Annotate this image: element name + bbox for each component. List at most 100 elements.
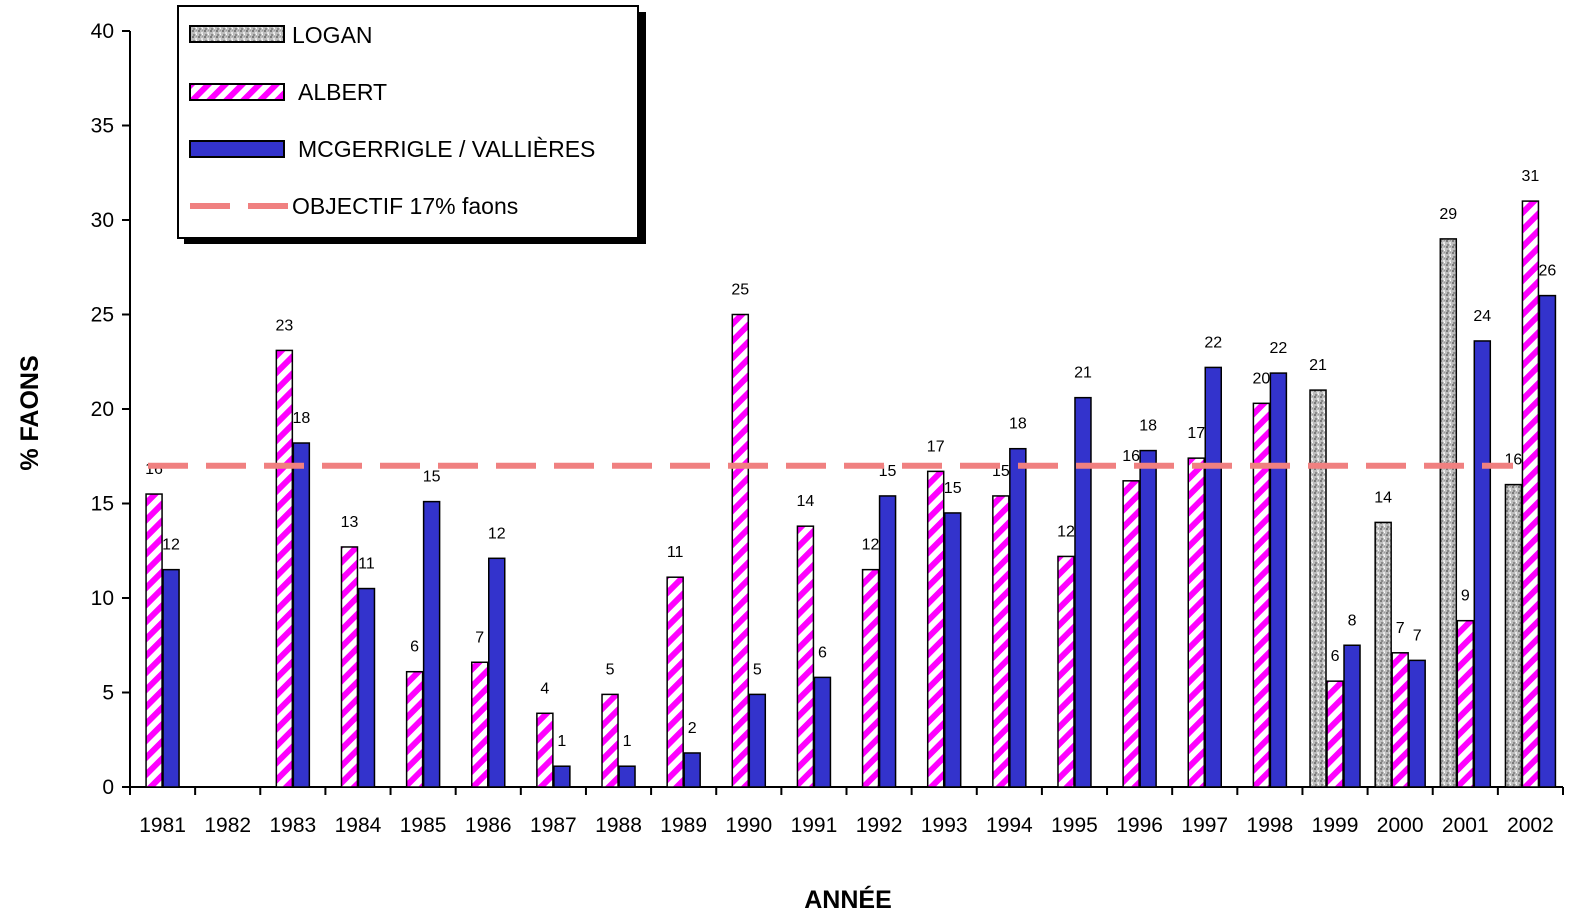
bar-albert xyxy=(796,525,815,788)
y-tick-label: 15 xyxy=(91,493,114,516)
y-tick-label: 20 xyxy=(91,398,114,421)
bar-logan xyxy=(1309,389,1327,788)
legend-box xyxy=(177,5,639,239)
data-label: 15 xyxy=(423,469,441,486)
bar-mcgerrigle xyxy=(878,495,897,788)
bar-albert xyxy=(340,546,359,788)
bar-mcgerrigle xyxy=(943,512,962,788)
data-label: 31 xyxy=(1522,168,1540,185)
x-tick-label: 1996 xyxy=(1116,814,1163,837)
legend-swatch-mcgerrigle xyxy=(189,140,285,158)
x-tick-label: 1987 xyxy=(530,814,577,837)
x-tick-label: 1986 xyxy=(465,814,512,837)
legend-label-albert: ALBERT xyxy=(298,79,387,105)
bar-albert xyxy=(992,495,1010,788)
bar-logan xyxy=(1504,483,1523,788)
data-label: 5 xyxy=(753,661,762,678)
x-tick-label: 1983 xyxy=(269,814,316,837)
data-label: 12 xyxy=(1057,523,1075,540)
data-label: 14 xyxy=(1374,489,1392,506)
bar-albert xyxy=(1252,402,1271,788)
bar-mcgerrigle xyxy=(553,765,571,788)
x-tick-label: 1995 xyxy=(1051,814,1098,837)
bar-albert xyxy=(536,712,554,788)
bar-mcgerrigle xyxy=(1269,372,1288,788)
data-label: 12 xyxy=(862,537,880,554)
x-tick-label: 2001 xyxy=(1442,814,1489,837)
x-tick-label: 1988 xyxy=(595,814,642,837)
data-label: 17 xyxy=(1187,425,1205,442)
data-label: 21 xyxy=(1074,365,1092,382)
bar-albert xyxy=(1187,457,1205,788)
data-label: 6 xyxy=(1331,648,1340,665)
bar-albert xyxy=(1456,619,1475,788)
bar-albert xyxy=(731,313,750,788)
data-label: 1 xyxy=(623,733,632,750)
data-label: 9 xyxy=(1461,588,1470,605)
bar-albert xyxy=(861,568,880,788)
data-label: 20 xyxy=(1252,370,1270,387)
data-label: 23 xyxy=(275,317,293,334)
x-tick-label: 1989 xyxy=(660,814,707,837)
x-tick-label: 1984 xyxy=(335,814,382,837)
bar-logan xyxy=(1439,238,1458,788)
x-axis-title: ANNÉE xyxy=(804,885,892,914)
data-label: 29 xyxy=(1439,206,1457,223)
y-tick-label: 10 xyxy=(91,587,114,610)
data-label: 6 xyxy=(410,639,419,656)
bar-mcgerrigle xyxy=(1408,659,1426,788)
bar-albert xyxy=(275,349,294,788)
bar-mcgerrigle xyxy=(748,693,767,788)
bar-mcgerrigle xyxy=(162,568,180,788)
x-tick-label: 1992 xyxy=(856,814,903,837)
bar-mcgerrigle xyxy=(1074,396,1092,788)
y-axis-title: % FAONS xyxy=(16,355,44,470)
y-tick-label: 30 xyxy=(91,209,114,232)
x-tick-label: 1985 xyxy=(400,814,447,837)
bar-albert xyxy=(1391,652,1409,788)
x-tick-label: 1991 xyxy=(791,814,838,837)
bar-mcgerrigle xyxy=(1009,447,1027,788)
y-tick-label: 5 xyxy=(102,682,114,705)
data-label: 15 xyxy=(944,480,962,497)
x-tick-label: 1993 xyxy=(921,814,968,837)
x-tick-label: 1982 xyxy=(204,814,251,837)
data-label: 24 xyxy=(1473,308,1491,325)
data-label: 22 xyxy=(1269,340,1287,357)
x-tick-label: 2002 xyxy=(1507,814,1554,837)
legend-label-objectif: OBJECTIF 17% faons xyxy=(292,193,518,219)
data-label: 13 xyxy=(341,514,359,531)
x-tick-label: 1981 xyxy=(139,814,186,837)
bar-mcgerrigle xyxy=(422,500,441,788)
bars xyxy=(145,200,1557,788)
bar-mcgerrigle xyxy=(1473,340,1492,788)
legend-swatch-logan xyxy=(189,25,285,43)
bar-albert xyxy=(1326,680,1344,788)
data-label: 14 xyxy=(797,493,815,510)
data-label: 25 xyxy=(731,282,749,299)
x-tick-label: 1990 xyxy=(725,814,772,837)
bar-mcgerrigle xyxy=(292,442,311,788)
legend-label-logan: LOGAN xyxy=(292,22,373,48)
x-tick-label: 1997 xyxy=(1181,814,1228,837)
data-label: 2 xyxy=(688,720,697,737)
bar-albert xyxy=(1057,555,1075,788)
data-label: 4 xyxy=(540,680,549,697)
data-label: 21 xyxy=(1309,357,1327,374)
data-label: 17 xyxy=(927,438,945,455)
x-axis: 1981 1982 1983 1984 1985 1986 1987 1988 1989 1990… xyxy=(129,786,1564,837)
data-label: 22 xyxy=(1204,334,1222,351)
data-label: 5 xyxy=(606,661,615,678)
data-label: 12 xyxy=(162,537,180,554)
data-label: 11 xyxy=(667,544,684,561)
data-label: 1 xyxy=(557,733,566,750)
legend-label-mcgerrigle: MCGERRIGLE / VALLIÈRES xyxy=(298,136,595,162)
data-label: 18 xyxy=(1009,416,1027,433)
bar-logan xyxy=(1374,521,1392,788)
x-tick-label: 1999 xyxy=(1312,814,1359,837)
data-label: 18 xyxy=(292,410,310,427)
bar-albert xyxy=(926,470,945,788)
bar-albert xyxy=(1521,200,1540,788)
bar-albert xyxy=(1122,480,1140,788)
